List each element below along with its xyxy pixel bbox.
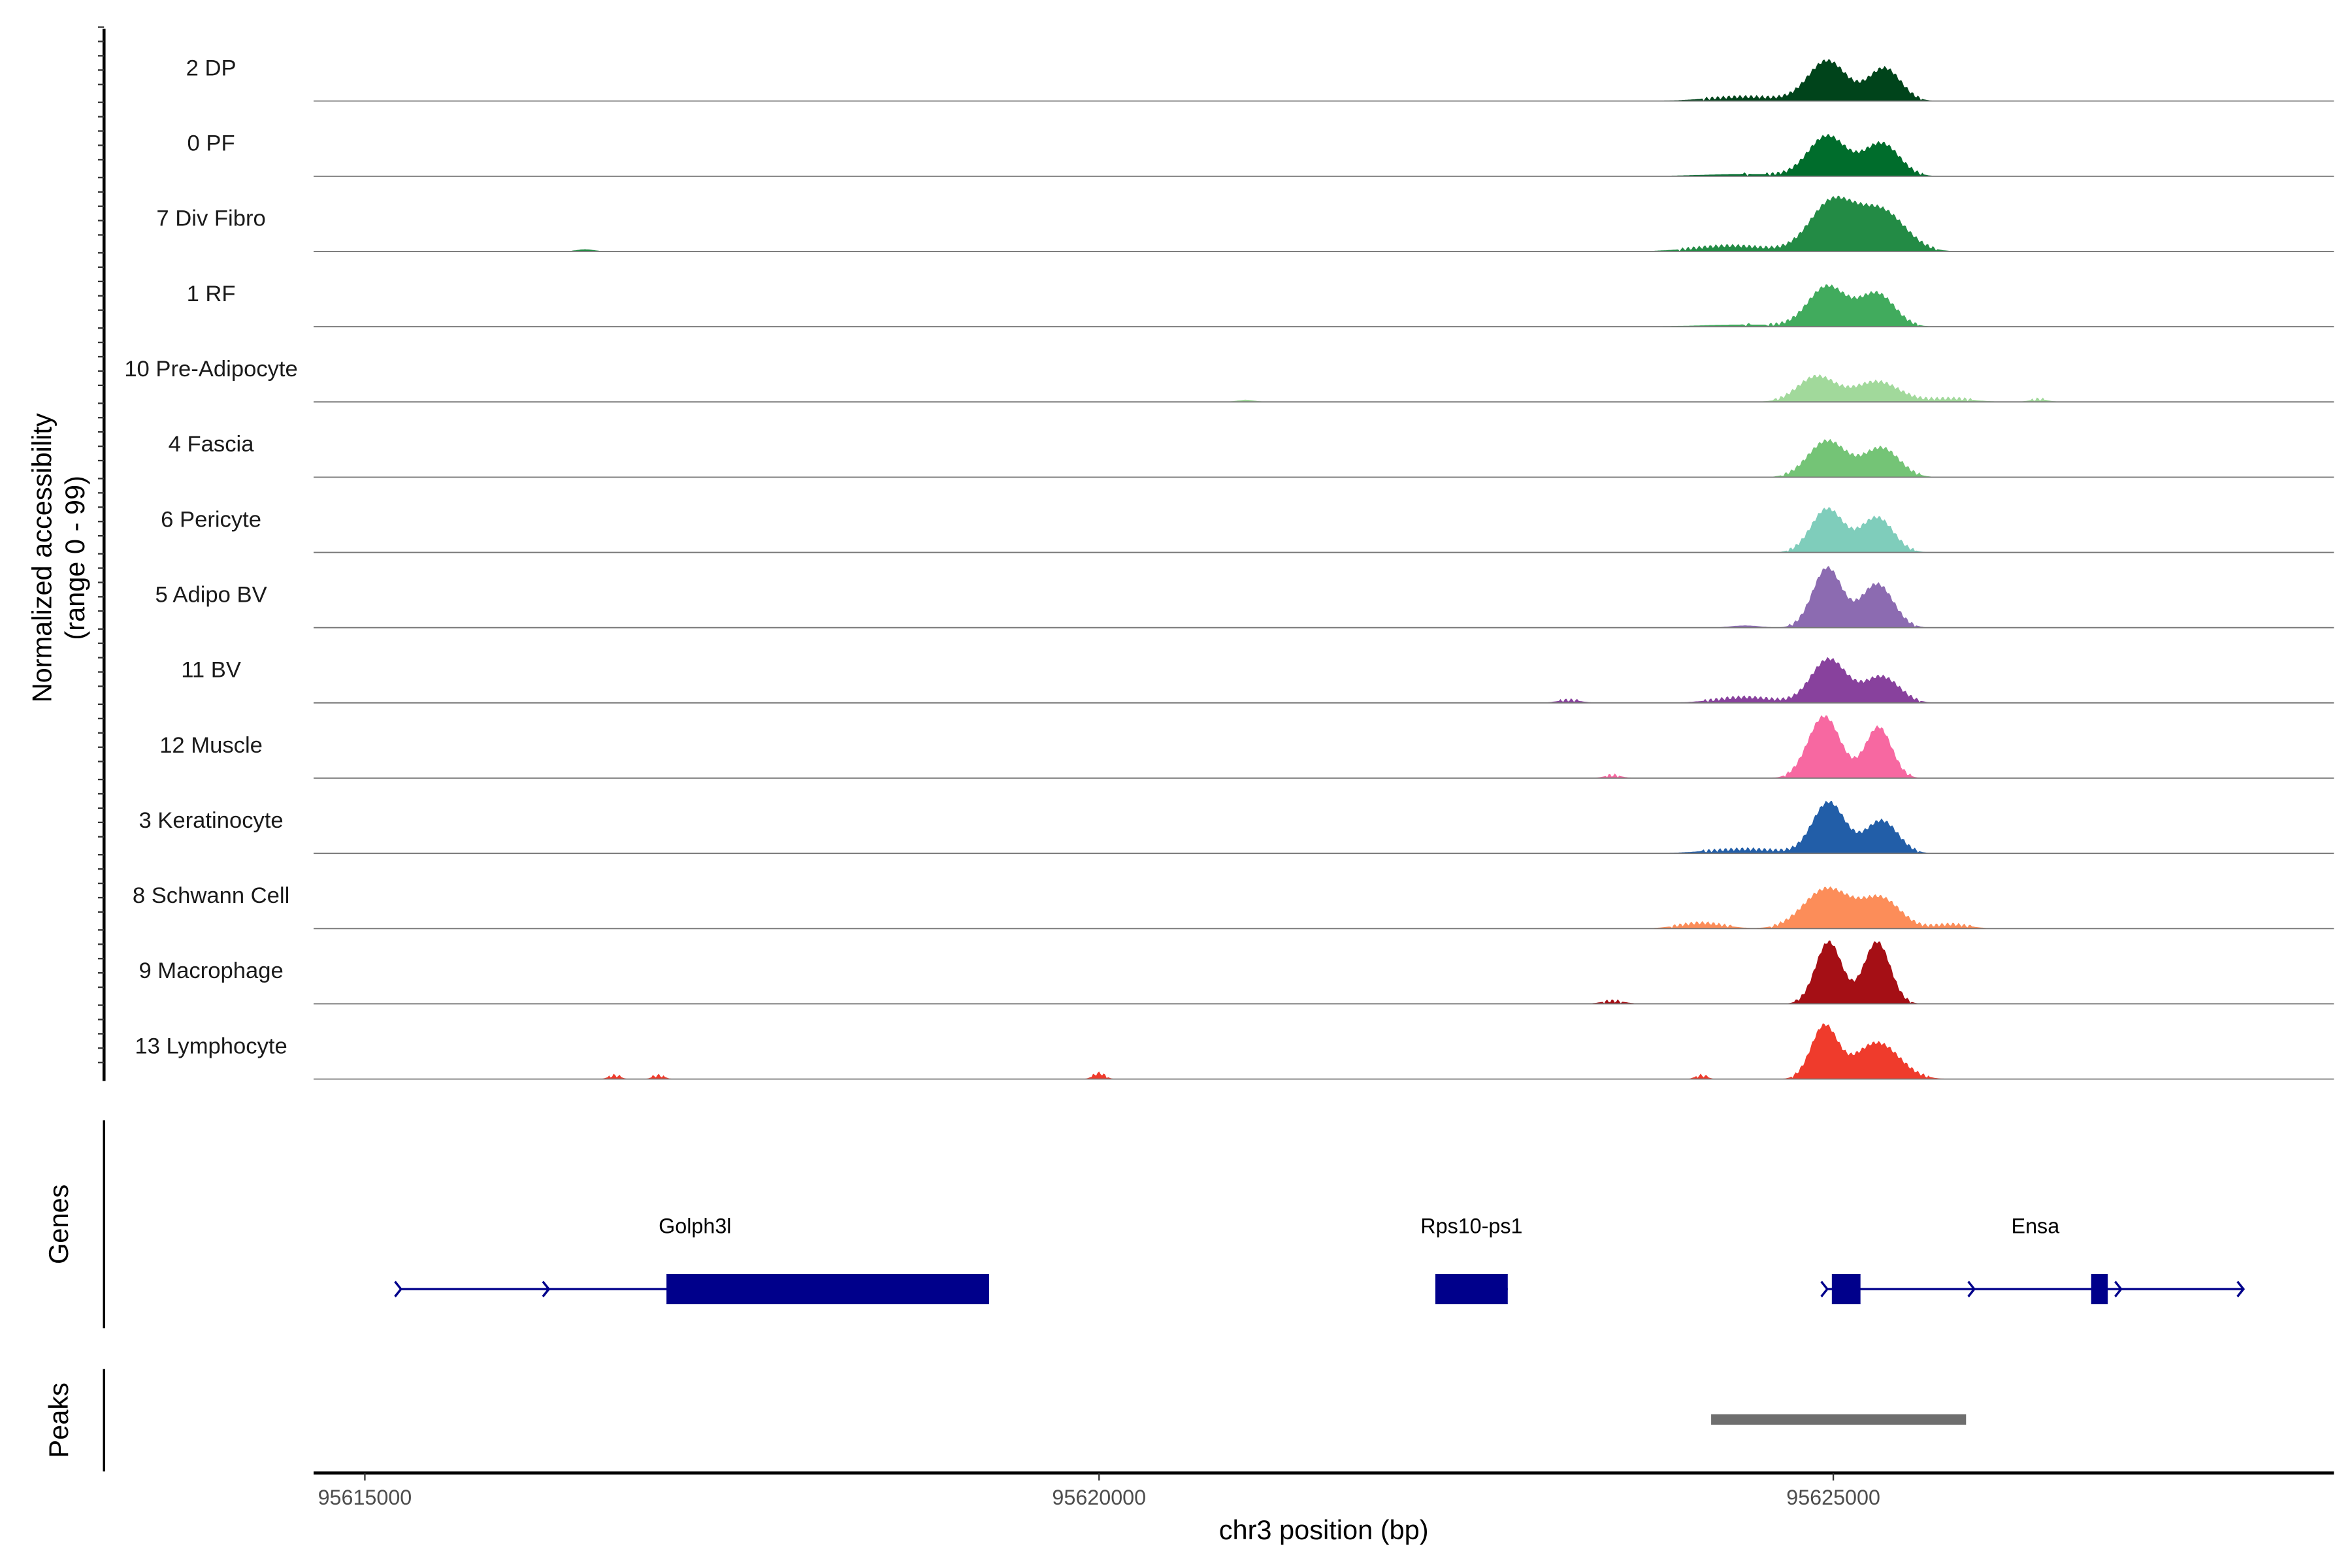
x-tick-label: 95620000 (1052, 1486, 1146, 1509)
genes-axis-label: Genes (43, 1184, 74, 1264)
track-label: 12 Muscle (159, 733, 263, 758)
track-label: 10 Pre-Adipocyte (124, 357, 298, 382)
track-label: 2 DP (186, 56, 237, 80)
gene-label: Golph3l (659, 1215, 731, 1238)
track-1-rf: 1 RF (187, 282, 2334, 327)
gene-golph3l: Golph3l (394, 1215, 989, 1305)
track-label: 1 RF (187, 282, 236, 306)
track-3-keratinocyte: 3 Keratinocyte (139, 800, 2334, 855)
coverage-area (314, 800, 2334, 854)
coverage-area (314, 657, 2334, 703)
track-6-pericyte: 6 Pericyte (161, 506, 2334, 553)
x-tick-label: 95625000 (1786, 1486, 1880, 1509)
track-12-muscle: 12 Muscle (159, 715, 2334, 779)
track-7-div-fibro: 7 Div Fibro (156, 195, 2334, 252)
track-label: 3 Keratinocyte (139, 808, 283, 833)
exon (666, 1274, 989, 1305)
strand-arrow-icon (2114, 1281, 2123, 1298)
track-label: 7 Div Fibro (156, 206, 265, 231)
exon (2091, 1274, 2108, 1305)
coverage-area (314, 59, 2334, 101)
gene-label: Ensa (2012, 1215, 2060, 1238)
gene-label: Rps10-ps1 (1420, 1215, 1522, 1238)
strand-arrow-icon (542, 1281, 551, 1298)
track-label: 8 Schwann Cell (133, 883, 289, 908)
gene-ensa: Ensa (1820, 1215, 2246, 1305)
track-10-pre-adipocyte: 10 Pre-Adipocyte (124, 357, 2334, 403)
peak-region (1711, 1414, 1967, 1425)
track-5-adipo-bv: 5 Adipo BV (155, 566, 2334, 629)
x-tick-label: 95615000 (318, 1486, 412, 1509)
track-label: 9 Macrophage (139, 958, 283, 983)
gene-rps10-ps1: Rps10-ps1 (1420, 1215, 1522, 1305)
coverage-area (314, 940, 2334, 1004)
coverage-area (314, 506, 2334, 553)
track-11-bv: 11 BV (181, 657, 2334, 704)
peaks-axis-label: Peaks (43, 1382, 74, 1458)
exon (1831, 1274, 1861, 1305)
coverage-area (314, 1023, 2334, 1079)
track-8-schwann-cell: 8 Schwann Cell (133, 883, 2334, 930)
coverage-area (314, 374, 2334, 402)
y-axis-subtitle: (range 0 - 99) (59, 476, 90, 640)
track-label: 0 PF (188, 131, 235, 156)
exon (1435, 1274, 1508, 1305)
y-axis-title: Normalized accessibility (26, 413, 57, 702)
track-2-dp: 2 DP (186, 56, 2334, 102)
track-9-macrophage: 9 Macrophage (139, 940, 2334, 1005)
coverage-area (314, 438, 2334, 478)
x-axis-title: chr3 position (bp) (1219, 1514, 1429, 1545)
track-4-fascia: 4 Fascia (169, 432, 2334, 478)
strand-arrow-icon (2236, 1281, 2246, 1298)
track-label: 6 Pericyte (161, 507, 261, 532)
coverage-area (314, 886, 2334, 929)
strand-arrow-icon (394, 1281, 402, 1298)
gene-track: Golph3l Rps10-ps1 Ensa (394, 1215, 2246, 1305)
coverage-tracks: 2 DP 0 PF 7 Div Fibro 1 RF 10 Pre-Adipocyte 4… (124, 56, 2334, 1080)
coverage-area (314, 715, 2334, 778)
coverage-area (314, 284, 2334, 327)
y-axis (98, 26, 106, 1081)
strand-arrow-icon (1967, 1281, 1976, 1298)
strand-arrow-icon (1820, 1281, 1829, 1298)
coverage-area (314, 134, 2334, 176)
track-label: 5 Adipo BV (155, 582, 267, 607)
track-label: 11 BV (181, 658, 241, 683)
track-label: 4 Fascia (169, 432, 255, 457)
coverage-area (314, 195, 2334, 252)
x-axis-ticks: 95615000 95620000 95625000 (318, 1473, 1880, 1509)
track-13-lymphocyte: 13 Lymphocyte (135, 1023, 2334, 1080)
coverage-area (314, 566, 2334, 628)
track-0-pf: 0 PF (188, 131, 2334, 177)
peak-track (1711, 1414, 1967, 1425)
track-label: 13 Lymphocyte (135, 1034, 287, 1058)
